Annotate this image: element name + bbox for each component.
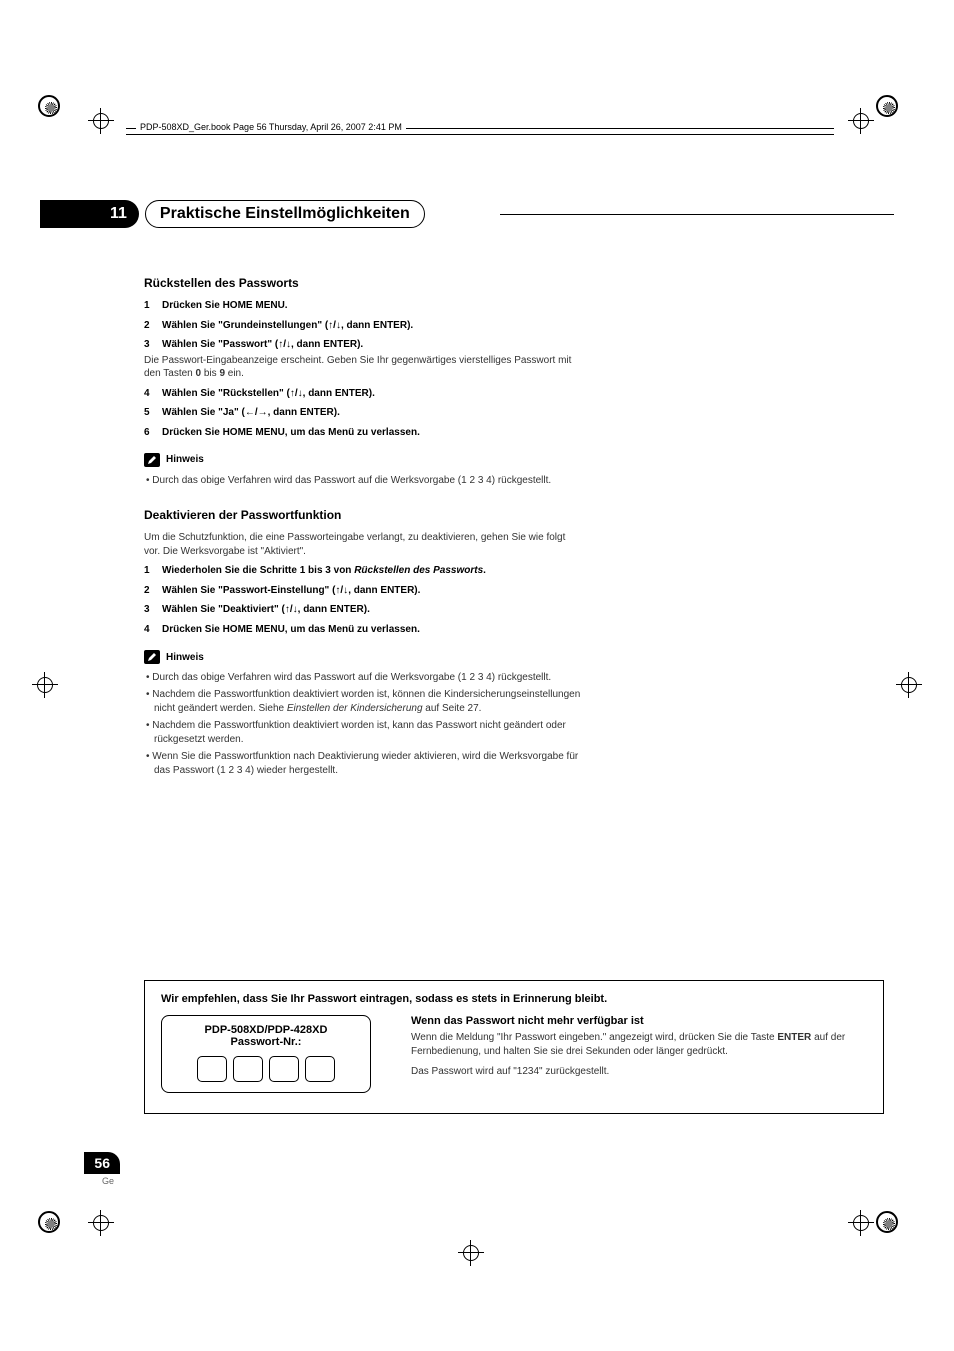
header-rule — [126, 134, 834, 135]
step-number: 3 — [144, 603, 162, 617]
crop-mark — [848, 1210, 874, 1236]
step-number: 2 — [144, 319, 162, 333]
step-text: Wiederholen Sie die Schritte 1 bis 3 von… — [162, 564, 486, 578]
right-paragraph: Das Passwort wird auf "1234" zurückgeste… — [411, 1065, 867, 1079]
note-bullet: • Nachdem die Passwortfunktion deaktivie… — [144, 688, 584, 715]
chapter-number: 11 — [40, 200, 139, 228]
registration-mark-tl — [38, 95, 78, 135]
step-number: 4 — [144, 387, 162, 401]
step-text: Wählen Sie "Deaktiviert" (↑/↓, dann ENTE… — [162, 603, 370, 617]
pencil-icon — [144, 453, 160, 467]
crop-mark — [458, 1240, 484, 1266]
step-number: 1 — [144, 564, 162, 578]
right-paragraph: Wenn die Meldung "Ihr Passwort eingeben.… — [411, 1031, 867, 1059]
page-number: 56 — [84, 1152, 120, 1174]
step-text: Wählen Sie "Ja" (←/→, dann ENTER). — [162, 406, 340, 420]
step-text: Drücken Sie HOME MENU. — [162, 299, 288, 313]
step-body: Die Passwort-Eingabeanzeige erscheint. G… — [144, 354, 584, 381]
header-text: PDP-508XD_Ger.book Page 56 Thursday, Apr… — [136, 122, 406, 132]
right-heading: Wenn das Passwort nicht mehr verfügbar i… — [411, 1015, 867, 1027]
step-number: 1 — [144, 299, 162, 313]
section-intro: Um die Schutzfunktion, die eine Passwort… — [144, 531, 584, 558]
password-slot — [305, 1056, 335, 1082]
chapter-header: 11 Praktische Einstellmöglichkeiten — [40, 200, 894, 228]
password-slot — [197, 1056, 227, 1082]
note-bullet: • Nachdem die Passwortfunktion deaktivie… — [144, 719, 584, 746]
section-heading: Deaktivieren der Passwortfunktion — [144, 507, 584, 523]
step-text: Drücken Sie HOME MENU, um das Menü zu ve… — [162, 426, 420, 440]
registration-mark-bl — [38, 1211, 78, 1251]
chapter-title: Praktische Einstellmöglichkeiten — [145, 200, 425, 228]
note-bullet: • Durch das obige Verfahren wird das Pas… — [144, 474, 584, 488]
recbox-title: Wir empfehlen, dass Sie Ihr Passwort ein… — [161, 993, 867, 1005]
step-text: Wählen Sie "Grundeinstellungen" (↑/↓, da… — [162, 319, 413, 333]
up-down-icon: ↑/↓ — [290, 388, 303, 399]
crop-mark — [88, 1210, 114, 1236]
content-column: Rückstellen des Passworts 1Drücken Sie H… — [144, 275, 584, 777]
password-label: Passwort-Nr.: — [174, 1036, 358, 1048]
crop-mark — [88, 108, 114, 134]
recommendation-box: Wir empfehlen, dass Sie Ihr Passwort ein… — [144, 980, 884, 1114]
page-lang: Ge — [40, 1176, 120, 1186]
note-label: Hinweis — [144, 650, 204, 664]
password-slots — [174, 1056, 358, 1082]
step-text: Drücken Sie HOME MENU, um das Menü zu ve… — [162, 623, 420, 637]
note-label: Hinweis — [144, 453, 204, 467]
step-text: Wählen Sie "Passwort" (↑/↓, dann ENTER). — [162, 338, 363, 352]
up-down-icon: ↑/↓ — [328, 320, 341, 331]
page-number-block: 56 Ge — [40, 1152, 120, 1186]
section-heading: Rückstellen des Passworts — [144, 275, 584, 291]
crop-mark — [32, 672, 58, 698]
step-number: 4 — [144, 623, 162, 637]
pencil-icon — [144, 650, 160, 664]
password-slot — [269, 1056, 299, 1082]
password-slot — [233, 1056, 263, 1082]
step-text: Wählen Sie "Rückstellen" (↑/↓, dann ENTE… — [162, 387, 375, 401]
step-number: 3 — [144, 338, 162, 352]
registration-mark-br — [876, 1211, 916, 1251]
up-down-icon: ↑/↓ — [335, 585, 348, 596]
left-right-icon: ←/→ — [245, 407, 268, 418]
model-label: PDP-508XD/PDP-428XD — [174, 1024, 358, 1036]
crop-mark — [848, 108, 874, 134]
crop-mark — [896, 672, 922, 698]
registration-mark-tr — [876, 95, 916, 135]
step-number: 6 — [144, 426, 162, 440]
note-bullet: • Wenn Sie die Passwortfunktion nach Dea… — [144, 750, 584, 777]
password-card: PDP-508XD/PDP-428XD Passwort-Nr.: — [161, 1015, 371, 1093]
step-text: Wählen Sie "Passwort-Einstellung" (↑/↓, … — [162, 584, 420, 598]
step-number: 2 — [144, 584, 162, 598]
recbox-right-column: Wenn das Passwort nicht mehr verfügbar i… — [411, 1015, 867, 1093]
up-down-icon: ↑/↓ — [278, 339, 291, 350]
note-bullet: • Durch das obige Verfahren wird das Pas… — [144, 671, 584, 685]
step-number: 5 — [144, 406, 162, 420]
up-down-icon: ↑/↓ — [285, 604, 298, 615]
